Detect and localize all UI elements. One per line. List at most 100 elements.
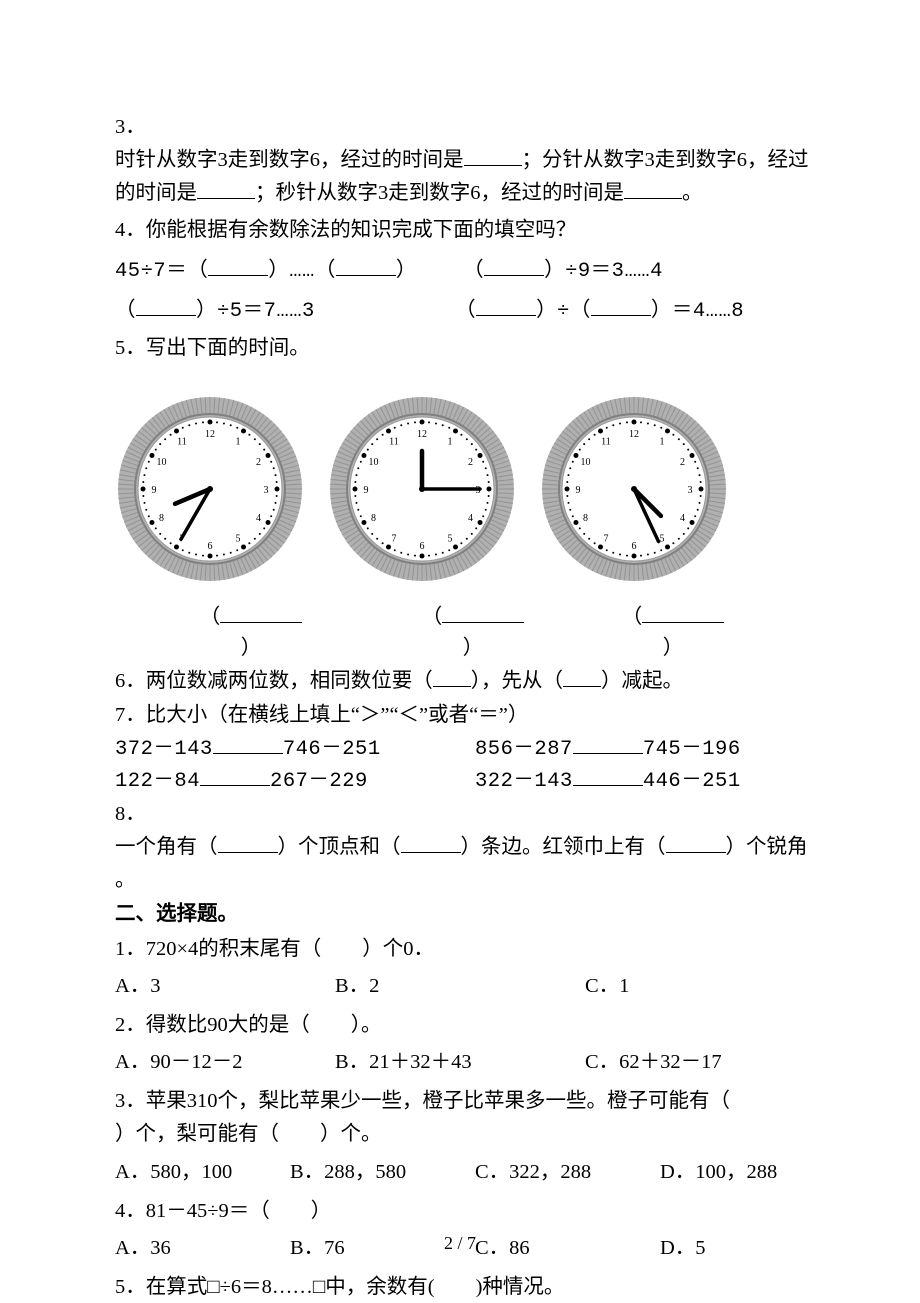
paren-open: （ [200, 606, 221, 628]
svg-text:11: 11 [601, 437, 611, 448]
option-b[interactable]: B．2 [335, 971, 585, 1002]
svg-text:7: 7 [604, 534, 609, 545]
q4-row2: （）÷5＝7……3 （）÷（）＝4……8 [115, 295, 810, 327]
q7-left: 372－143 [115, 738, 213, 761]
option-c[interactable]: C．322，288 [475, 1157, 660, 1188]
svg-text:11: 11 [389, 437, 399, 448]
svg-text:4: 4 [256, 513, 261, 524]
s2q3-stem-line1: 3．苹果310个，梨比苹果少一些，橙子比苹果多一些。橙子可能有（ [115, 1086, 810, 1117]
q3-text: 。 [682, 182, 703, 204]
q6-text: ），先从（ [471, 670, 563, 692]
blank[interactable] [573, 733, 643, 753]
blank[interactable] [336, 255, 396, 275]
option-d[interactable]: D．100，288 [660, 1157, 810, 1188]
svg-text:1: 1 [448, 437, 453, 448]
blank[interactable] [563, 667, 601, 687]
q3-text: ；秒针从数字3走到数字6，经过的时间是 [255, 182, 624, 204]
blank[interactable] [666, 833, 726, 853]
svg-text:6: 6 [420, 541, 425, 552]
q7-right: 746－251 [283, 738, 381, 761]
svg-text:2: 2 [680, 457, 685, 468]
svg-text:10: 10 [369, 457, 379, 468]
s2q3-stem-line2: ）个，梨可能有（ ）个。 [115, 1119, 810, 1150]
q4-heading: 4．你能根据有余数除法的知识完成下面的填空吗？ [115, 215, 810, 246]
q3-text: ；分针从数字3走到数字6，经过 [522, 149, 809, 171]
paren-open: （ [422, 606, 443, 628]
blank[interactable] [213, 733, 283, 753]
blank[interactable] [401, 833, 461, 853]
svg-text:2: 2 [468, 457, 473, 468]
svg-text:12: 12 [629, 429, 639, 440]
q8-line2: 。 [115, 865, 810, 896]
paren-open: （ [622, 606, 643, 628]
blank[interactable] [200, 765, 270, 785]
q8-text: 一个角有（ [115, 836, 218, 858]
blank[interactable] [484, 255, 544, 275]
option-b[interactable]: B．288，580 [290, 1157, 475, 1188]
s2q2-stem: 2．得数比90大的是（ ）。 [115, 1010, 810, 1041]
svg-text:10: 10 [581, 457, 591, 468]
option-c[interactable]: C．1 [585, 971, 725, 1002]
svg-text:9: 9 [576, 485, 581, 496]
option-a[interactable]: A．90－12－2 [115, 1047, 335, 1078]
blank[interactable] [573, 765, 643, 785]
s2q4-stem: 4．81－45÷9＝（ ） [115, 1196, 810, 1227]
q7-left: 122－84 [115, 770, 200, 793]
option-b[interactable]: B．21＋32＋43 [335, 1047, 585, 1078]
q4-text: ）÷9＝3……4 [544, 260, 663, 283]
blank[interactable] [208, 255, 268, 275]
q7-left: 322－143 [475, 770, 573, 793]
blank[interactable] [642, 603, 724, 623]
q5-answer-2: （） [412, 602, 534, 664]
blank[interactable] [464, 146, 522, 166]
q7-heading: 7．比大小（在横线上填上“＞”“＜”或者“＝”） [115, 700, 810, 731]
blank[interactable] [442, 603, 524, 623]
q8-text: ）条边。红领巾上有（ [461, 836, 666, 858]
q4-text: ） [396, 260, 417, 283]
svg-text:12: 12 [205, 429, 215, 440]
q3-line2: 的时间是 ；秒针从数字3走到数字6，经过的时间是 。 [115, 178, 810, 209]
s2q5-stem: 5．在算式□÷6＝8……□中，余数有( )种情况。 [115, 1272, 810, 1303]
q4-text: ）……（ [268, 260, 336, 283]
blank[interactable] [197, 179, 255, 199]
blank[interactable] [476, 295, 536, 315]
q4-text: ）＝4……8 [651, 300, 744, 323]
q4-text: ）÷（ [536, 300, 591, 323]
option-a[interactable]: A．3 [115, 971, 335, 1002]
q8-text: ）个锐角 [726, 836, 808, 858]
svg-text:1: 1 [236, 437, 241, 448]
q3-text: 的时间是 [115, 182, 197, 204]
q5-answer-row: （） （） （） [115, 602, 810, 664]
blank[interactable] [591, 295, 651, 315]
s2q2-options: A．90－12－2 B．21＋32＋43 C．62＋32－17 [115, 1047, 810, 1078]
svg-text:7: 7 [392, 534, 397, 545]
q4-row1: 45÷7＝（）……（） （）÷9＝3……4 [115, 255, 810, 287]
q8-line1: 一个角有（）个顶点和（）条边。红领巾上有（）个锐角 [115, 832, 810, 863]
blank[interactable] [218, 833, 278, 853]
q4-text: （ [455, 300, 476, 323]
q7-row2: 122－84267－229 322－143446－251 [115, 765, 810, 797]
svg-text:9: 9 [364, 485, 369, 496]
q7-right: 267－229 [270, 770, 368, 793]
paren-close: ） [241, 637, 262, 659]
blank[interactable] [624, 179, 682, 199]
q7-right: 745－196 [643, 738, 741, 761]
svg-text:2: 2 [256, 457, 261, 468]
q6-text: 6．两位数减两位数，相同数位要（ [115, 670, 433, 692]
q4-text: （ [115, 300, 136, 323]
q3-number: 3． [115, 112, 810, 143]
option-c[interactable]: C．62＋32－17 [585, 1047, 785, 1078]
svg-text:8: 8 [159, 513, 164, 524]
blank[interactable] [136, 295, 196, 315]
clock-3: 123456789101112 [539, 394, 729, 584]
blank[interactable] [433, 667, 471, 687]
q7-left: 856－287 [475, 738, 573, 761]
s2q1-options: A．3 B．2 C．1 [115, 971, 810, 1002]
svg-text:8: 8 [371, 513, 376, 524]
blank[interactable] [220, 603, 302, 623]
svg-text:10: 10 [157, 457, 167, 468]
svg-text:5: 5 [660, 534, 665, 545]
svg-text:6: 6 [208, 541, 213, 552]
s2q1-stem: 1．720×4的积末尾有（ ）个0． [115, 934, 810, 965]
option-a[interactable]: A．580，100 [115, 1157, 290, 1188]
